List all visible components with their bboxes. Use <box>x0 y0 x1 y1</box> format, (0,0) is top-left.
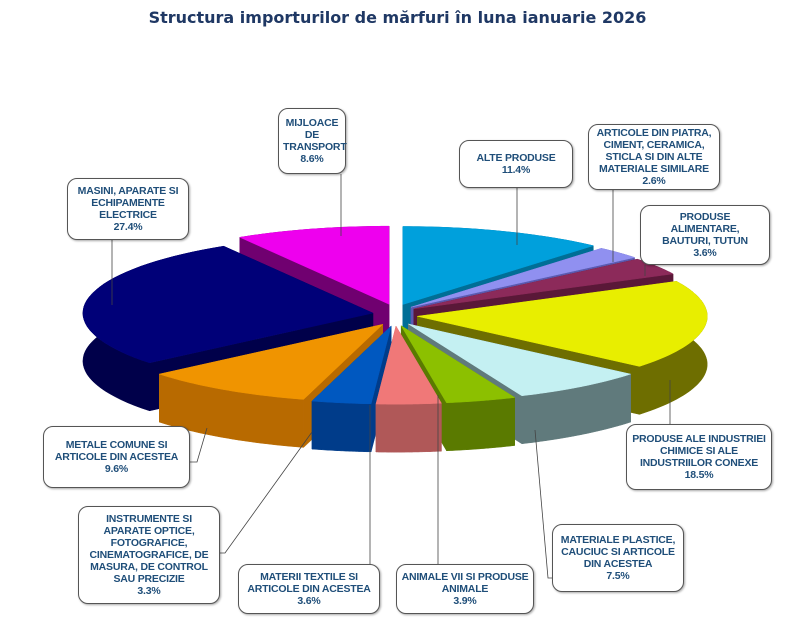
slice-value: 11.4% <box>501 164 531 176</box>
data-label: MASINI, APARATE SI ECHIPAMENTE ELECTRICE… <box>67 178 189 240</box>
leader-line <box>220 431 313 554</box>
data-label: METALE COMUNE SI ARTICOLE DIN ACESTEA 9.6… <box>43 426 190 488</box>
slice-value: 3.3% <box>137 585 161 597</box>
pie-slice-6 <box>375 325 442 405</box>
slice-label: MATERII TEXTILE SI ARTICOLE DIN ACESTEA <box>247 571 371 595</box>
slice-value: 7.5% <box>606 570 630 582</box>
slice-label: ALTE PRODUSE <box>476 152 556 164</box>
pie-slice-10 <box>238 225 390 305</box>
slice-value: 9.6% <box>104 463 129 475</box>
pie-slice-wall-5 <box>446 397 515 452</box>
slice-label: METALE COMUNE SI ARTICOLE DIN ACESTEA <box>54 439 179 463</box>
data-label: ARTICOLE DIN PIATRA, CIMENT, CERAMICA, S… <box>588 124 720 190</box>
pie-slice-7 <box>311 325 392 405</box>
pie-slice-9 <box>82 245 374 364</box>
pie-slice-0 <box>402 226 595 305</box>
slice-label: MASINI, APARATE SI ECHIPAMENTE ELECTRICE <box>77 185 179 221</box>
slice-value: 2.6% <box>642 175 666 187</box>
data-label: ANIMALE VII SI PRODUSE ANIMALE 3.9% <box>396 564 534 614</box>
pie-slice-5 <box>400 325 516 404</box>
slice-value: 18.5% <box>684 469 714 481</box>
pie-slice-8 <box>158 323 384 400</box>
data-label: MATERII TEXTILE SI ARTICOLE DIN ACESTEA 3… <box>238 564 380 614</box>
data-label: PRODUSE ALE INDUSTRIEI CHIMICE SI ALE IN… <box>626 424 772 490</box>
slice-label: PRODUSE ALIMENTARE, BAUTURI, TUTUN <box>662 211 748 247</box>
chart-title: Structura importurilor de mărfuri în lun… <box>148 8 647 27</box>
slice-label: PRODUSE ALE INDUSTRIEI CHIMICE SI ALE IN… <box>632 433 766 469</box>
data-label: ALTE PRODUSE 11.4% <box>459 140 573 188</box>
slice-label: MIJLOACE DE TRANSPORT <box>283 117 347 153</box>
slice-label: ANIMALE VII SI PRODUSE ANIMALE <box>401 571 529 595</box>
pie-slice-1 <box>410 248 636 308</box>
slice-label: ARTICOLE DIN PIATRA, CIMENT, CERAMICA, S… <box>596 127 712 175</box>
data-label: MIJLOACE DE TRANSPORT 8.6% <box>278 108 347 174</box>
data-label: PRODUSE ALIMENTARE, BAUTURI, TUTUN 3.6% <box>640 205 770 265</box>
data-label: INSTRUMENTE SI APARATE OPTICE, FOTOGRAFI… <box>78 506 220 604</box>
slice-label: INSTRUMENTE SI APARATE OPTICE, FOTOGRAFI… <box>89 513 209 585</box>
slice-label: MATERIALE PLASTICE, CAUCIUC SI ARTICOLE … <box>560 534 676 570</box>
slice-value: 3.6% <box>693 247 717 259</box>
slice-value: 3.9% <box>453 595 477 607</box>
slice-value: 27.4% <box>113 221 143 233</box>
pie-slice-3 <box>417 281 708 367</box>
leader-line <box>534 429 552 579</box>
pie-slice-wall-6 <box>375 402 442 453</box>
pie-slice-wall-7 <box>311 400 372 453</box>
slice-value: 8.6% <box>300 153 324 165</box>
data-label: MATERIALE PLASTICE, CAUCIUC SI ARTICOLE … <box>552 524 684 592</box>
leader-line <box>190 427 208 463</box>
pie-slice-4 <box>408 323 632 397</box>
slice-value: 3.6% <box>297 595 321 607</box>
